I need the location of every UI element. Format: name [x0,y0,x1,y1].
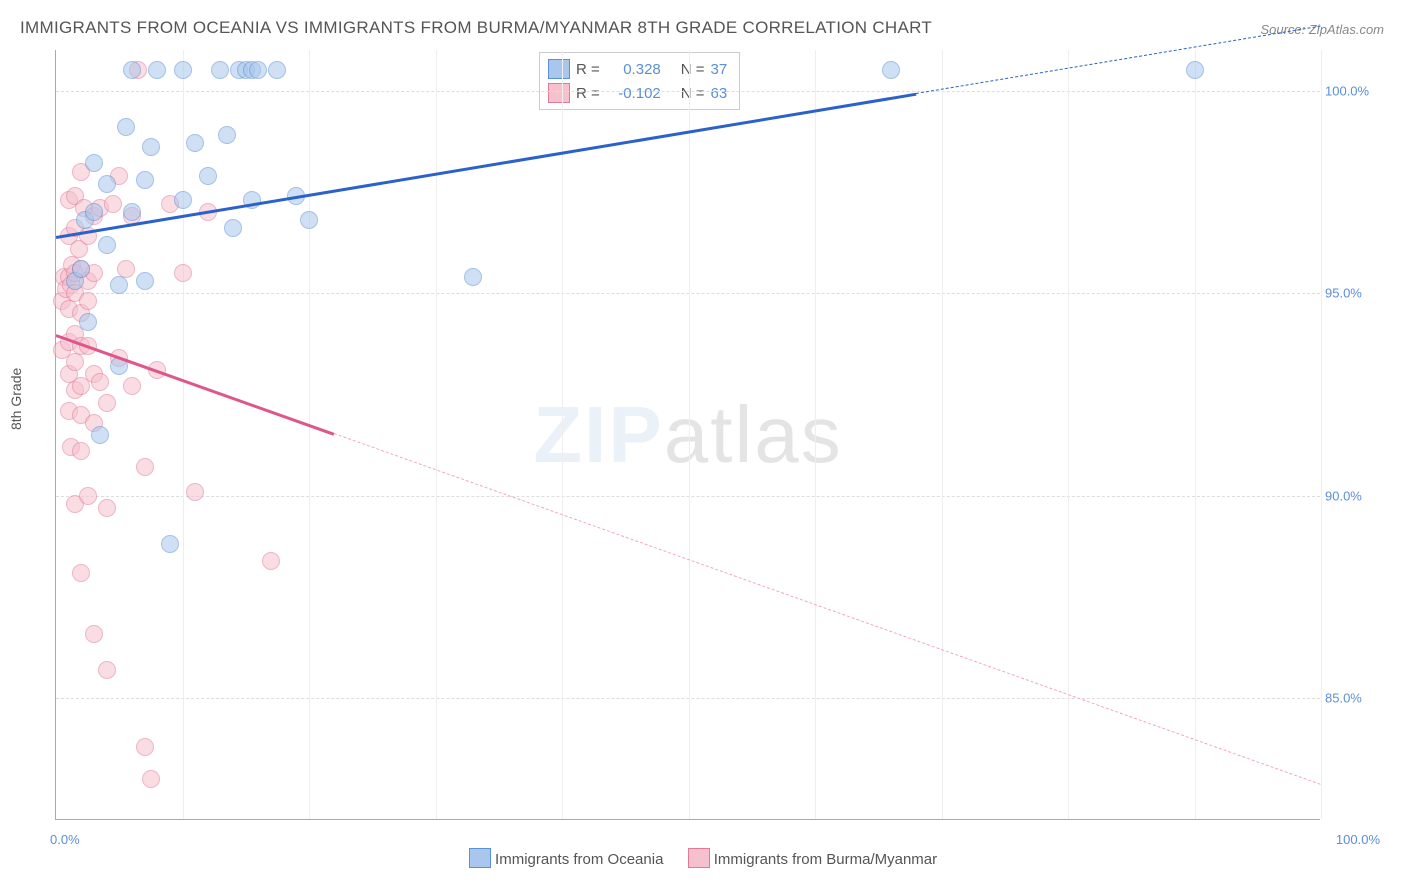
point-burma [123,377,141,395]
gridline-v [436,50,437,819]
legend-label-burma: Immigrants from Burma/Myanmar [714,851,937,868]
chart-container: IMMIGRANTS FROM OCEANIA VS IMMIGRANTS FR… [0,0,1406,892]
point-burma [66,353,84,371]
point-burma [98,499,116,517]
point-oceania [218,126,236,144]
n-label: N = [681,85,705,102]
gridline-v [183,50,184,819]
n-value-burma: 63 [711,85,728,102]
point-burma [98,394,116,412]
point-burma [104,195,122,213]
source-attribution: Source: ZipAtlas.com [1260,22,1384,37]
y-tick-label: 100.0% [1325,83,1380,98]
point-burma [262,552,280,570]
r-label: R = [576,85,600,102]
gridline-v [309,50,310,819]
swatch-oceania [548,59,570,79]
legend-row-oceania: R = 0.328 N = 37 [548,57,727,81]
legend-item-burma: Immigrants from Burma/Myanmar [688,851,938,868]
series-legend: Immigrants from Oceania Immigrants from … [0,848,1406,868]
point-burma [186,483,204,501]
gridline-v [1195,50,1196,819]
point-oceania [85,203,103,221]
n-label: N = [681,61,705,78]
point-oceania [161,535,179,553]
regression-oceania-solid [56,93,917,239]
r-value-oceania: 0.328 [606,61,661,78]
point-oceania [136,272,154,290]
point-oceania [123,203,141,221]
point-burma [91,373,109,391]
point-oceania [199,167,217,185]
x-tick-label: 0.0% [50,832,80,847]
y-tick-label: 85.0% [1325,691,1380,706]
point-burma [72,564,90,582]
point-oceania [186,134,204,152]
swatch-oceania-icon [469,848,491,868]
legend-row-burma: R = -0.102 N = 63 [548,81,727,105]
point-oceania [174,61,192,79]
x-tick-label: 100.0% [1336,832,1380,847]
point-oceania [117,118,135,136]
point-oceania [211,61,229,79]
y-axis-label: 8th Grade [8,368,24,430]
watermark-bold: ZIP [533,390,663,479]
swatch-burma [548,83,570,103]
point-oceania [174,191,192,209]
correlation-legend: R = 0.328 N = 37 R = -0.102 N = 63 [539,52,740,110]
point-oceania [249,61,267,79]
gridline-v [562,50,563,819]
regression-oceania-dashed [916,26,1321,94]
point-oceania [98,236,116,254]
point-oceania [268,61,286,79]
point-burma [98,661,116,679]
gridline-v [689,50,690,819]
point-burma [136,458,154,476]
n-value-oceania: 37 [711,61,728,78]
point-oceania [224,219,242,237]
point-burma [136,738,154,756]
gridline-v [815,50,816,819]
legend-item-oceania: Immigrants from Oceania [469,851,668,868]
legend-label-oceania: Immigrants from Oceania [495,851,663,868]
swatch-burma-icon [688,848,710,868]
point-oceania [79,313,97,331]
point-burma [142,770,160,788]
point-oceania [136,171,154,189]
point-oceania [91,426,109,444]
point-oceania [142,138,160,156]
chart-title: IMMIGRANTS FROM OCEANIA VS IMMIGRANTS FR… [20,18,932,38]
gridline-v [1321,50,1322,819]
point-burma [79,292,97,310]
regression-burma-dashed [334,433,1321,785]
point-oceania [85,154,103,172]
point-oceania [882,61,900,79]
point-burma [85,625,103,643]
r-label: R = [576,61,600,78]
point-burma [79,487,97,505]
point-oceania [123,61,141,79]
point-oceania [464,268,482,286]
point-oceania [72,260,90,278]
point-oceania [110,276,128,294]
point-oceania [1186,61,1204,79]
point-burma [72,442,90,460]
point-oceania [98,175,116,193]
r-value-burma: -0.102 [606,85,661,102]
point-oceania [148,61,166,79]
point-oceania [300,211,318,229]
y-tick-label: 95.0% [1325,286,1380,301]
y-tick-label: 90.0% [1325,488,1380,503]
gridline-v [942,50,943,819]
point-burma [174,264,192,282]
plot-area: ZIPatlas R = 0.328 N = 37 R = -0.102 N =… [55,50,1320,820]
gridline-v [1068,50,1069,819]
